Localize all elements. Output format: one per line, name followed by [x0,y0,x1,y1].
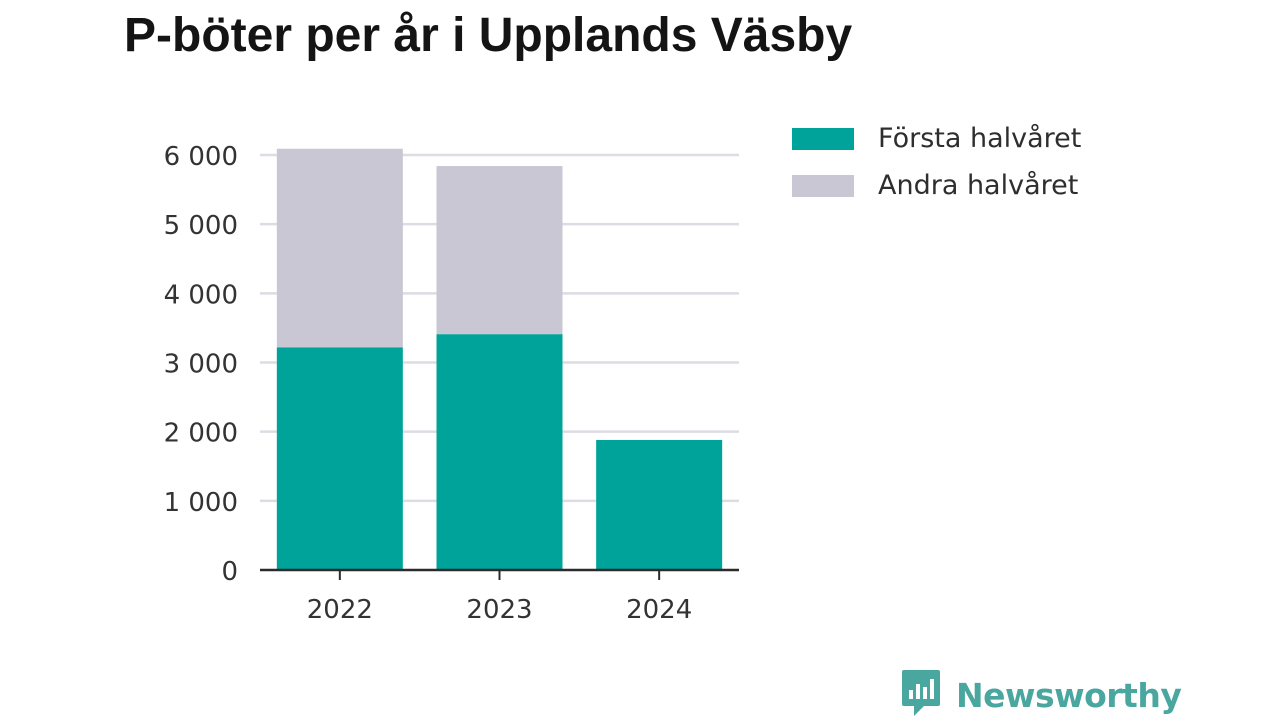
bar-2022-andra [276,148,403,348]
chart-title: P-böter per år i Upplands Väsby [124,9,853,62]
y-tick-label: 3 000 [164,350,238,380]
bars [276,148,723,570]
legend-swatch-forsta [792,127,854,150]
legend-swatch-andra [792,174,854,197]
y-tick-labels: 0 1 000 2 000 3 000 4 000 5 000 6 000 [164,142,238,587]
x-tick-label: 2022 [307,595,373,625]
x-tick-label: 2024 [626,595,692,625]
x-tick-label: 2023 [466,595,532,625]
bar-2024-forsta [596,439,723,570]
y-tick-label: 0 [221,557,238,587]
y-tick-label: 4 000 [164,280,238,310]
legend-item-forsta: Första halvåret [792,115,1081,162]
newsworthy-logo-icon [900,668,942,722]
legend-label-andra: Andra halvåret [878,170,1079,201]
legend-label-forsta: Första halvåret [878,123,1082,154]
y-tick-label: 5 000 [164,211,238,241]
legend-item-andra: Andra halvåret [792,162,1081,209]
y-tick-label: 1 000 [164,488,238,518]
y-tick-label: 2 000 [164,419,238,449]
x-ticks: 2022 2023 2024 [307,570,692,625]
legend: Första halvåret Andra halvåret [792,115,1081,209]
bar-2022-forsta [276,347,403,570]
newsworthy-label: Newsworthy [956,675,1182,715]
bar-2023-andra [436,166,563,335]
newsworthy-branding: Newsworthy [900,668,1182,722]
bar-2023-forsta [436,334,563,570]
y-tick-label: 6 000 [164,142,238,172]
